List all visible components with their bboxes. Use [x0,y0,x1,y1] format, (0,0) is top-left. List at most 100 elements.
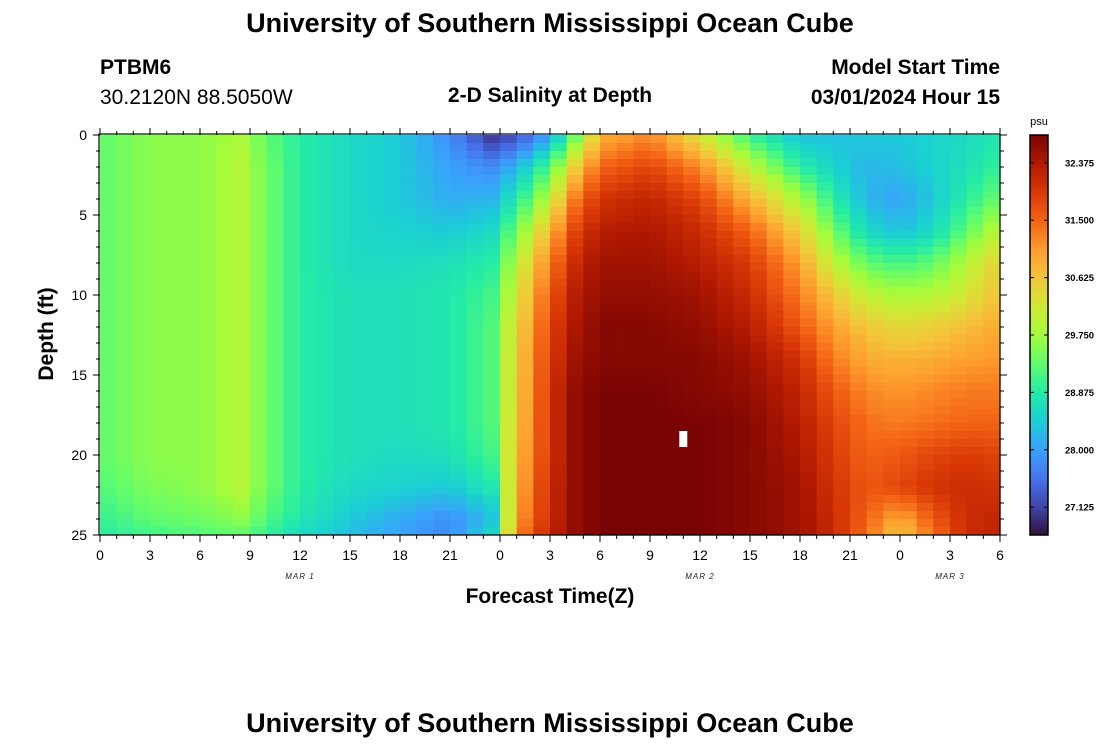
heatmap-cell [933,399,951,408]
heatmap-cell [516,223,534,232]
heatmap-cell [133,247,151,256]
heatmap-cell [800,311,818,320]
heatmap-cell [650,207,668,216]
heatmap-cell [166,463,184,472]
heatmap-cell [750,367,768,376]
heatmap-cell [950,151,968,160]
heatmap-cell [750,183,768,192]
heatmap-cell [433,511,451,520]
heatmap-cell [816,191,834,200]
heatmap-cell [216,183,234,192]
heatmap-cell [483,527,501,536]
heatmap-cell [216,215,234,224]
heatmap-cell [583,479,601,488]
heatmap-cell [450,279,468,288]
heatmap-cell [350,391,368,400]
heatmap-cell [900,319,918,328]
heatmap-cell [400,399,418,408]
heatmap-cell [816,439,834,448]
heatmap-cell [400,463,418,472]
heatmap-cell [650,367,668,376]
heatmap-cell [933,471,951,480]
heatmap-cell [366,463,384,472]
heatmap-cell [416,487,434,496]
heatmap-cell [350,495,368,504]
heatmap-cell [383,311,401,320]
heatmap-cell [216,351,234,360]
heatmap-cell [183,375,201,384]
heatmap-cell [600,223,618,232]
heatmap-cell [733,359,751,368]
heatmap-cell [450,463,468,472]
heatmap-cell [216,455,234,464]
heatmap-cell [266,255,284,264]
heatmap-cell [166,423,184,432]
heatmap-cell [333,319,351,328]
heatmap-cell [733,439,751,448]
heatmap-cell [316,159,334,168]
heatmap-cell [566,167,584,176]
heatmap-cell [866,327,884,336]
heatmap-cell [583,159,601,168]
heatmap-cell [416,439,434,448]
heatmap-cell [400,239,418,248]
heatmap-cell [266,263,284,272]
heatmap-cell [500,239,518,248]
heatmap-cell [783,231,801,240]
heatmap-cell [183,471,201,480]
heatmap-cell [700,415,718,424]
heatmap-cell [783,415,801,424]
heatmap-cell [200,447,218,456]
heatmap-cell [316,431,334,440]
heatmap-cell [133,207,151,216]
heatmap-cell [950,319,968,328]
heatmap-cell [166,303,184,312]
heatmap-cell [800,471,818,480]
heatmap-cell [883,407,901,416]
heatmap-cell [166,335,184,344]
heatmap-cell [600,207,618,216]
heatmap-cell [533,399,551,408]
heatmap-cell [233,199,251,208]
heatmap-cell [483,503,501,512]
heatmap-cell [583,255,601,264]
heatmap-cell [416,479,434,488]
heatmap-cell [183,455,201,464]
heatmap-cell [866,135,884,144]
heatmap-cell [866,447,884,456]
heatmap-cell [116,511,134,520]
heatmap-cell [666,415,684,424]
heatmap-cell [700,407,718,416]
heatmap-cell [216,143,234,152]
heatmap-cell [800,423,818,432]
heatmap-cell [250,135,268,144]
heatmap-cell [700,479,718,488]
heatmap-cell [483,311,501,320]
heatmap-cell [650,335,668,344]
heatmap-cell [916,351,934,360]
heatmap-cell [733,375,751,384]
heatmap-cell [850,343,868,352]
heatmap-cell [950,527,968,536]
heatmap-cell [500,487,518,496]
heatmap-cell [500,255,518,264]
heatmap-cell [933,439,951,448]
heatmap-cell [550,351,568,360]
heatmap-cell [233,463,251,472]
heatmap-cell [700,367,718,376]
colorbar-unit: psu [1030,116,1048,128]
heatmap-cell [900,327,918,336]
heatmap-cell [216,503,234,512]
heatmap-cell [883,327,901,336]
heatmap-cell [816,255,834,264]
heatmap-cell [616,159,634,168]
heatmap-cell [233,303,251,312]
heatmap-cell [633,327,651,336]
heatmap-cell [683,175,701,184]
heatmap-cell [433,311,451,320]
heatmap-cell [850,287,868,296]
heatmap-cell [800,231,818,240]
heatmap-cell [850,311,868,320]
heatmap-cell [533,263,551,272]
heatmap-cell [700,519,718,528]
